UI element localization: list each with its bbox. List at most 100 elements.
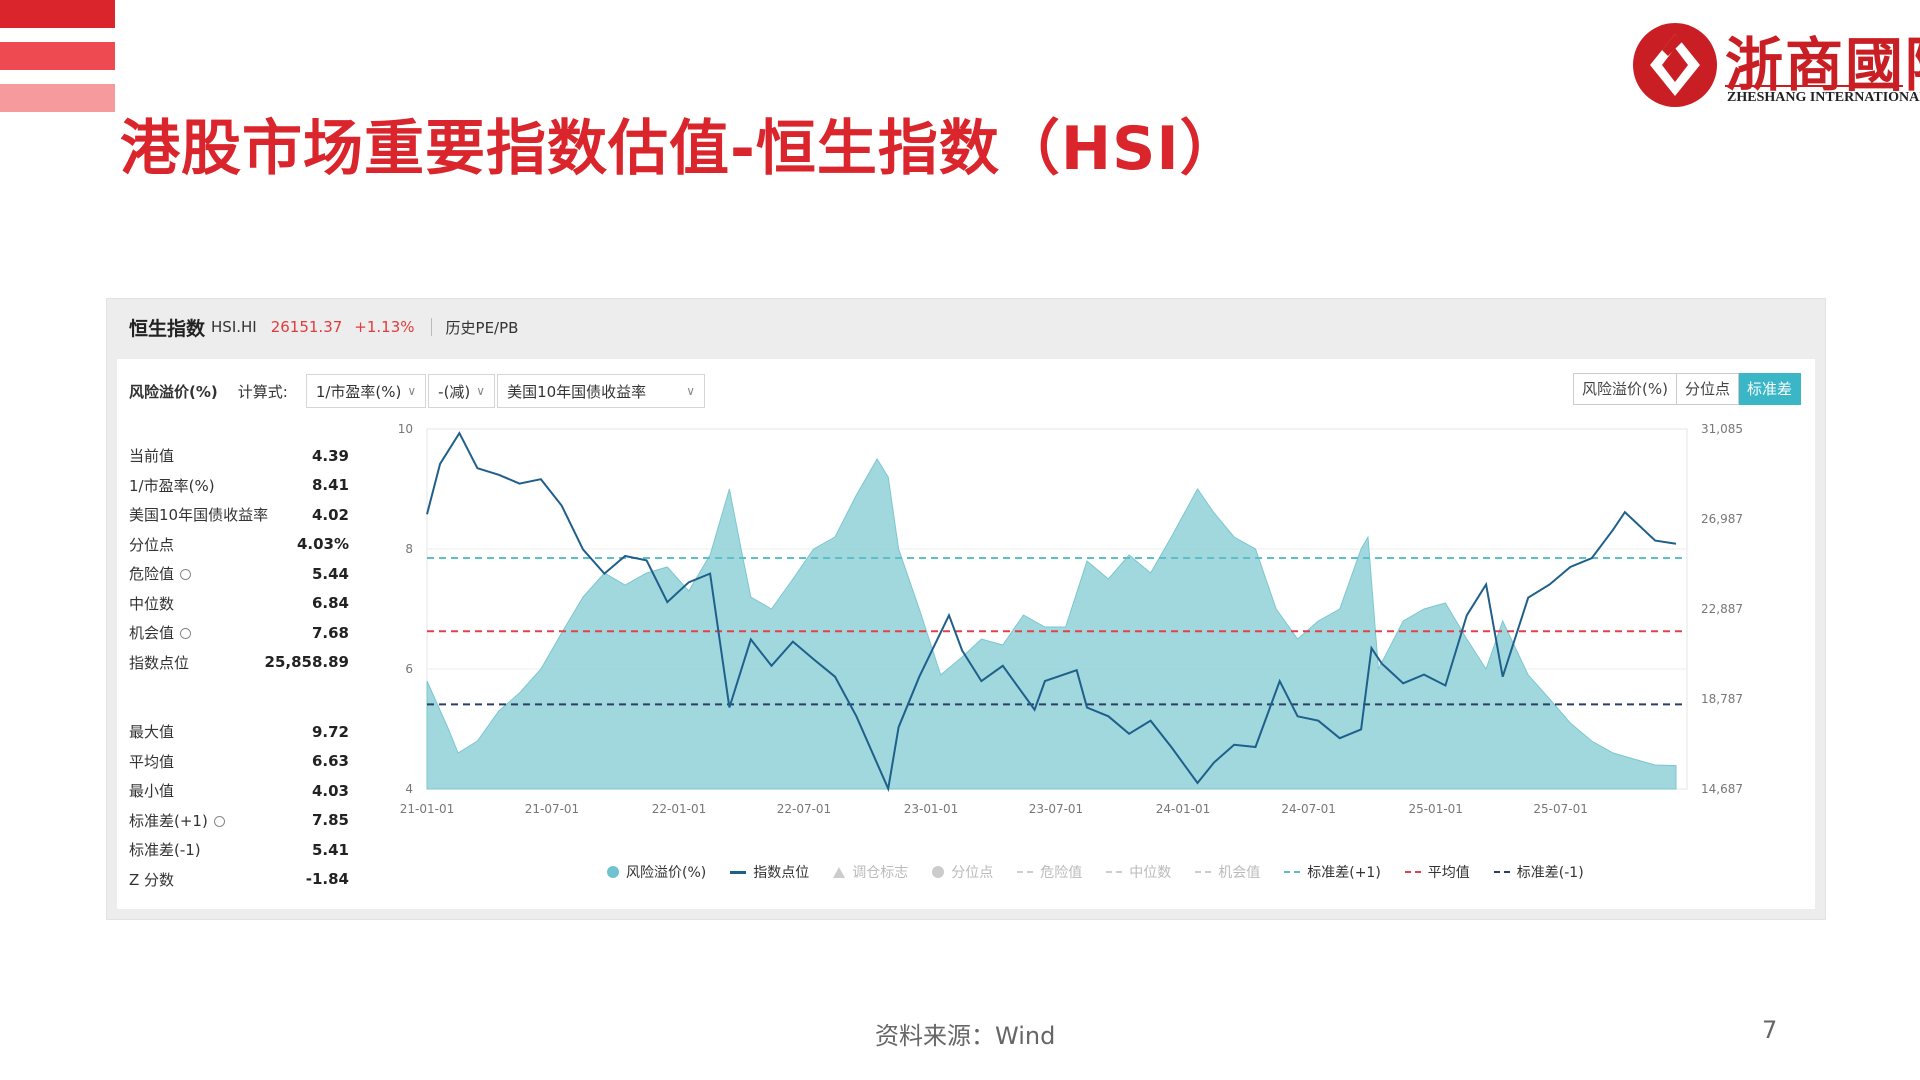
panel-header: 恒生指数 HSI.HI 26151.37 +1.13% 历史PE/PB <box>129 315 519 340</box>
x-tick-label: 21-07-01 <box>525 802 579 816</box>
stat-value: 4.03% <box>296 535 349 554</box>
legend-item[interactable]: 分位点 <box>932 862 993 882</box>
chart-legend: 风险溢价(%) 指数点位 调仓标志 分位点 危险值 中位数 机会值 标准差(+1) 平均值 标准差… <box>607 862 1608 882</box>
stat-label-text: 美国10年国债收益率 <box>129 506 269 525</box>
legend-item[interactable]: 中位数 <box>1106 862 1171 882</box>
x-tick-label: 22-01-01 <box>652 802 706 816</box>
stat-label: 指数点位 <box>129 652 189 673</box>
x-tick-label: 24-07-01 <box>1281 802 1335 816</box>
stat-label: 1/市盈率(%) <box>129 475 215 496</box>
logo-chinese-name: 浙商國際 <box>1725 31 1920 99</box>
legend-label: 平均值 <box>1427 865 1470 881</box>
legend-item[interactable]: 平均值 <box>1404 862 1470 882</box>
stat-label-text: 最小值 <box>129 782 175 801</box>
index-price: 26151.37 <box>270 318 343 336</box>
risk-premium-label: 风险溢价(%) <box>129 382 218 401</box>
stat-row: 最大值 9.72 <box>129 717 349 747</box>
bond-yield-dropdown[interactable]: 美国10年国债收益率 ∨ <box>497 374 706 408</box>
logo-emblem-icon <box>1633 23 1717 107</box>
stat-label-text: 平均值 <box>129 752 175 771</box>
toggle-percentile[interactable]: 分位点 <box>1676 373 1739 405</box>
stat-label-text: 指数点位 <box>129 653 190 672</box>
legend-item[interactable]: 标准差(-1) <box>1493 862 1584 882</box>
header-separator <box>430 318 432 336</box>
legend-item[interactable]: 风险溢价(%) <box>607 862 706 882</box>
stat-value: 4.02 <box>311 505 349 524</box>
pe-inverse-dropdown[interactable]: 1/市盈率(%) ∨ <box>305 374 427 408</box>
y-right-tick-label: 14,687 <box>1701 782 1743 796</box>
stats-history: 最大值 9.72 平均值 6.63 最小值 4.03 标准差(+1) 7.85 标准差(-1) 5… <box>129 717 349 894</box>
x-tick-label: 25-07-01 <box>1533 802 1587 816</box>
stat-label: 中位数 <box>129 593 174 614</box>
x-tick-label: 22-07-01 <box>777 802 831 816</box>
y-left-tick-label: 8 <box>405 542 413 556</box>
stat-label: 机会值 <box>129 622 192 643</box>
legend-label: 危险值 <box>1040 865 1083 881</box>
logo-divider <box>1725 85 1903 87</box>
stat-value: 4.03 <box>311 781 349 800</box>
valuation-panel: 恒生指数 HSI.HI 26151.37 +1.13% 历史PE/PB 风险溢价… <box>106 298 1826 920</box>
stat-row: 标准差(+1) 7.85 <box>129 806 349 836</box>
stat-label-text: 标准差(-1) <box>129 841 201 860</box>
stat-label-text: 标准差(+1) <box>129 811 208 830</box>
slide-title: 港股市场重要指数估值-恒生指数（HSI） <box>120 114 1241 184</box>
x-tick-label: 21-01-01 <box>400 802 454 816</box>
source-note: 资料来源：Wind <box>875 1022 1056 1050</box>
legend-label: 机会值 <box>1218 865 1261 881</box>
legend-label: 标准差(+1) <box>1307 865 1381 881</box>
legend-swatch <box>730 870 747 874</box>
header-stripe-1 <box>0 0 115 28</box>
toggle-risk-premium[interactable]: 风险溢价(%) <box>1573 373 1677 405</box>
stat-label: 最大值 <box>129 721 174 742</box>
risk-premium-area <box>426 458 1677 790</box>
x-tick-label: 25-01-01 <box>1408 802 1462 816</box>
formula-label: 计算式: <box>237 382 288 401</box>
stat-row: 标准差(-1) 5.41 <box>129 835 349 865</box>
legend-item[interactable]: 机会值 <box>1195 862 1260 882</box>
stat-label: 平均值 <box>129 751 174 772</box>
legend-swatch <box>932 866 945 878</box>
stat-label: 标准差(-1) <box>129 839 201 860</box>
stats-current: 当前值 4.39 1/市盈率(%) 8.41 美国10年国债收益率 4.02 分位点 4.03… <box>129 441 349 677</box>
x-tick-label: 23-01-01 <box>904 802 958 816</box>
settings-icon[interactable] <box>180 569 192 581</box>
legend-swatch <box>1195 871 1212 873</box>
stat-row: 平均值 6.63 <box>129 747 349 777</box>
stat-label-text: 中位数 <box>129 594 175 613</box>
stat-label-text: 分位点 <box>129 535 175 554</box>
index-change: +1.13% <box>354 318 415 336</box>
operator-dropdown[interactable]: -(减) ∨ <box>428 374 496 408</box>
history-pe-pb-link[interactable]: 历史PE/PB <box>445 318 519 337</box>
legend-swatch <box>833 866 846 878</box>
index-line <box>426 431 1677 793</box>
index-name: 恒生指数 <box>129 317 206 340</box>
settings-icon[interactable] <box>213 815 225 827</box>
stat-label: 当前值 <box>129 445 174 466</box>
logo-english-name: ZHESHANG INTERNATIONAL <box>1727 90 1920 105</box>
stat-label: 分位点 <box>129 534 174 555</box>
legend-item[interactable]: 危险值 <box>1017 862 1082 882</box>
legend-label: 分位点 <box>951 865 994 881</box>
chevron-down-icon: ∨ <box>476 384 486 398</box>
toggle-std-dev[interactable]: 标准差 <box>1738 373 1801 405</box>
risk-premium-chart[interactable]: 4 6 8 10 14,687 18,787 22,887 26,987 31,085 21-01… <box>357 419 1797 859</box>
dropdown-value: -(减) <box>438 382 471 401</box>
stat-value: 7.68 <box>311 623 349 642</box>
stats-table: 当前值 4.39 1/市盈率(%) 8.41 美国10年国债收益率 4.02 分位点 4.03… <box>129 441 349 894</box>
y-left-tick-label: 6 <box>405 662 413 676</box>
dropdown-value: 1/市盈率(%) <box>315 382 402 401</box>
settings-icon[interactable] <box>180 628 192 640</box>
legend-item[interactable]: 指数点位 <box>730 862 809 882</box>
legend-item[interactable]: 标准差(+1) <box>1284 862 1381 882</box>
legend-label: 风险溢价(%) <box>626 865 707 881</box>
stat-label-text: 最大值 <box>129 723 175 742</box>
stat-row: 分位点 4.03% <box>129 530 349 560</box>
formula-controls: 风险溢价(%) 计算式: 1/市盈率(%) ∨ -(减) ∨ 美国10年国债收益率 ∨ <box>129 373 707 409</box>
legend-label: 中位数 <box>1129 865 1172 881</box>
stat-label-text: 机会值 <box>129 624 175 643</box>
stat-row: 中位数 6.84 <box>129 589 349 619</box>
page-number: 7 <box>1762 1016 1778 1044</box>
legend-item[interactable]: 调仓标志 <box>833 862 908 882</box>
chevron-down-icon: ∨ <box>407 384 417 398</box>
header-stripe-2 <box>0 42 115 70</box>
